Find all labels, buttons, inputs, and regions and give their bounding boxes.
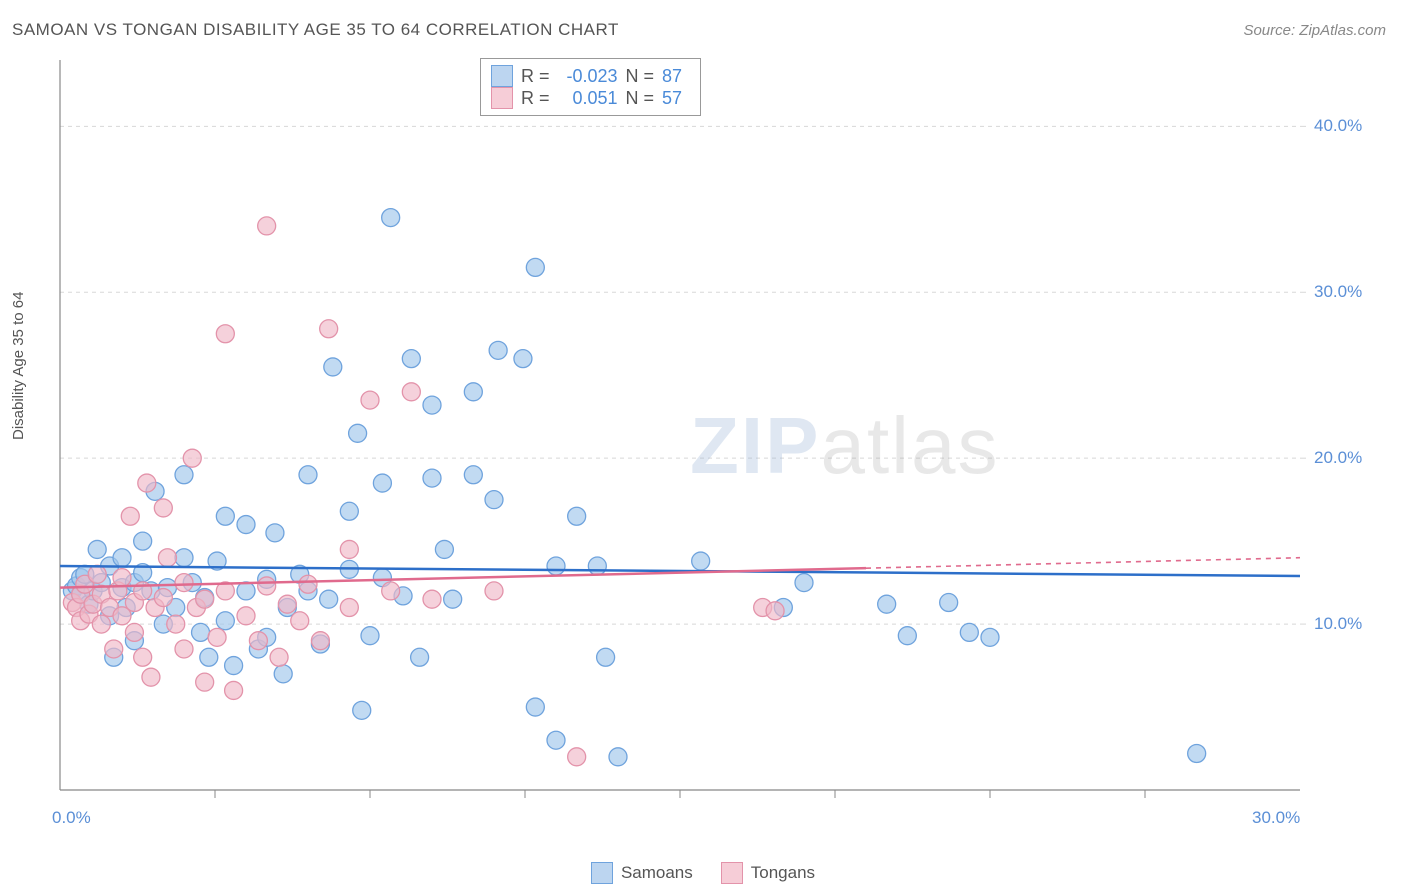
stats-row-samoans: R = -0.023 N = 87 (491, 65, 690, 87)
swatch-tongans (491, 87, 513, 109)
y-tick-label: 30.0% (1314, 282, 1362, 302)
y-axis-label: Disability Age 35 to 64 (10, 292, 27, 440)
legend-swatch-samoans (591, 862, 613, 884)
swatch-samoans (491, 65, 513, 87)
stats-row-tongans: R = 0.051 N = 57 (491, 87, 690, 109)
y-tick-label: 20.0% (1314, 448, 1362, 468)
y-tick-label: 10.0% (1314, 614, 1362, 634)
plot-area: ZIPatlas R = -0.023 N = 87 R = 0.051 N =… (50, 50, 1370, 830)
legend-item-tongans: Tongans (721, 862, 815, 884)
y-tick-label: 40.0% (1314, 116, 1362, 136)
legend-item-samoans: Samoans (591, 862, 693, 884)
stats-box: R = -0.023 N = 87 R = 0.051 N = 57 (480, 58, 701, 116)
source-label: Source: ZipAtlas.com (1243, 22, 1386, 39)
bottom-legend: Samoans Tongans (0, 862, 1406, 884)
scatter-chart (50, 50, 1370, 830)
legend-swatch-tongans (721, 862, 743, 884)
chart-title: SAMOAN VS TONGAN DISABILITY AGE 35 TO 64… (12, 20, 619, 40)
x-tick-label: 30.0% (1252, 808, 1300, 828)
x-tick-label: 0.0% (52, 808, 91, 828)
